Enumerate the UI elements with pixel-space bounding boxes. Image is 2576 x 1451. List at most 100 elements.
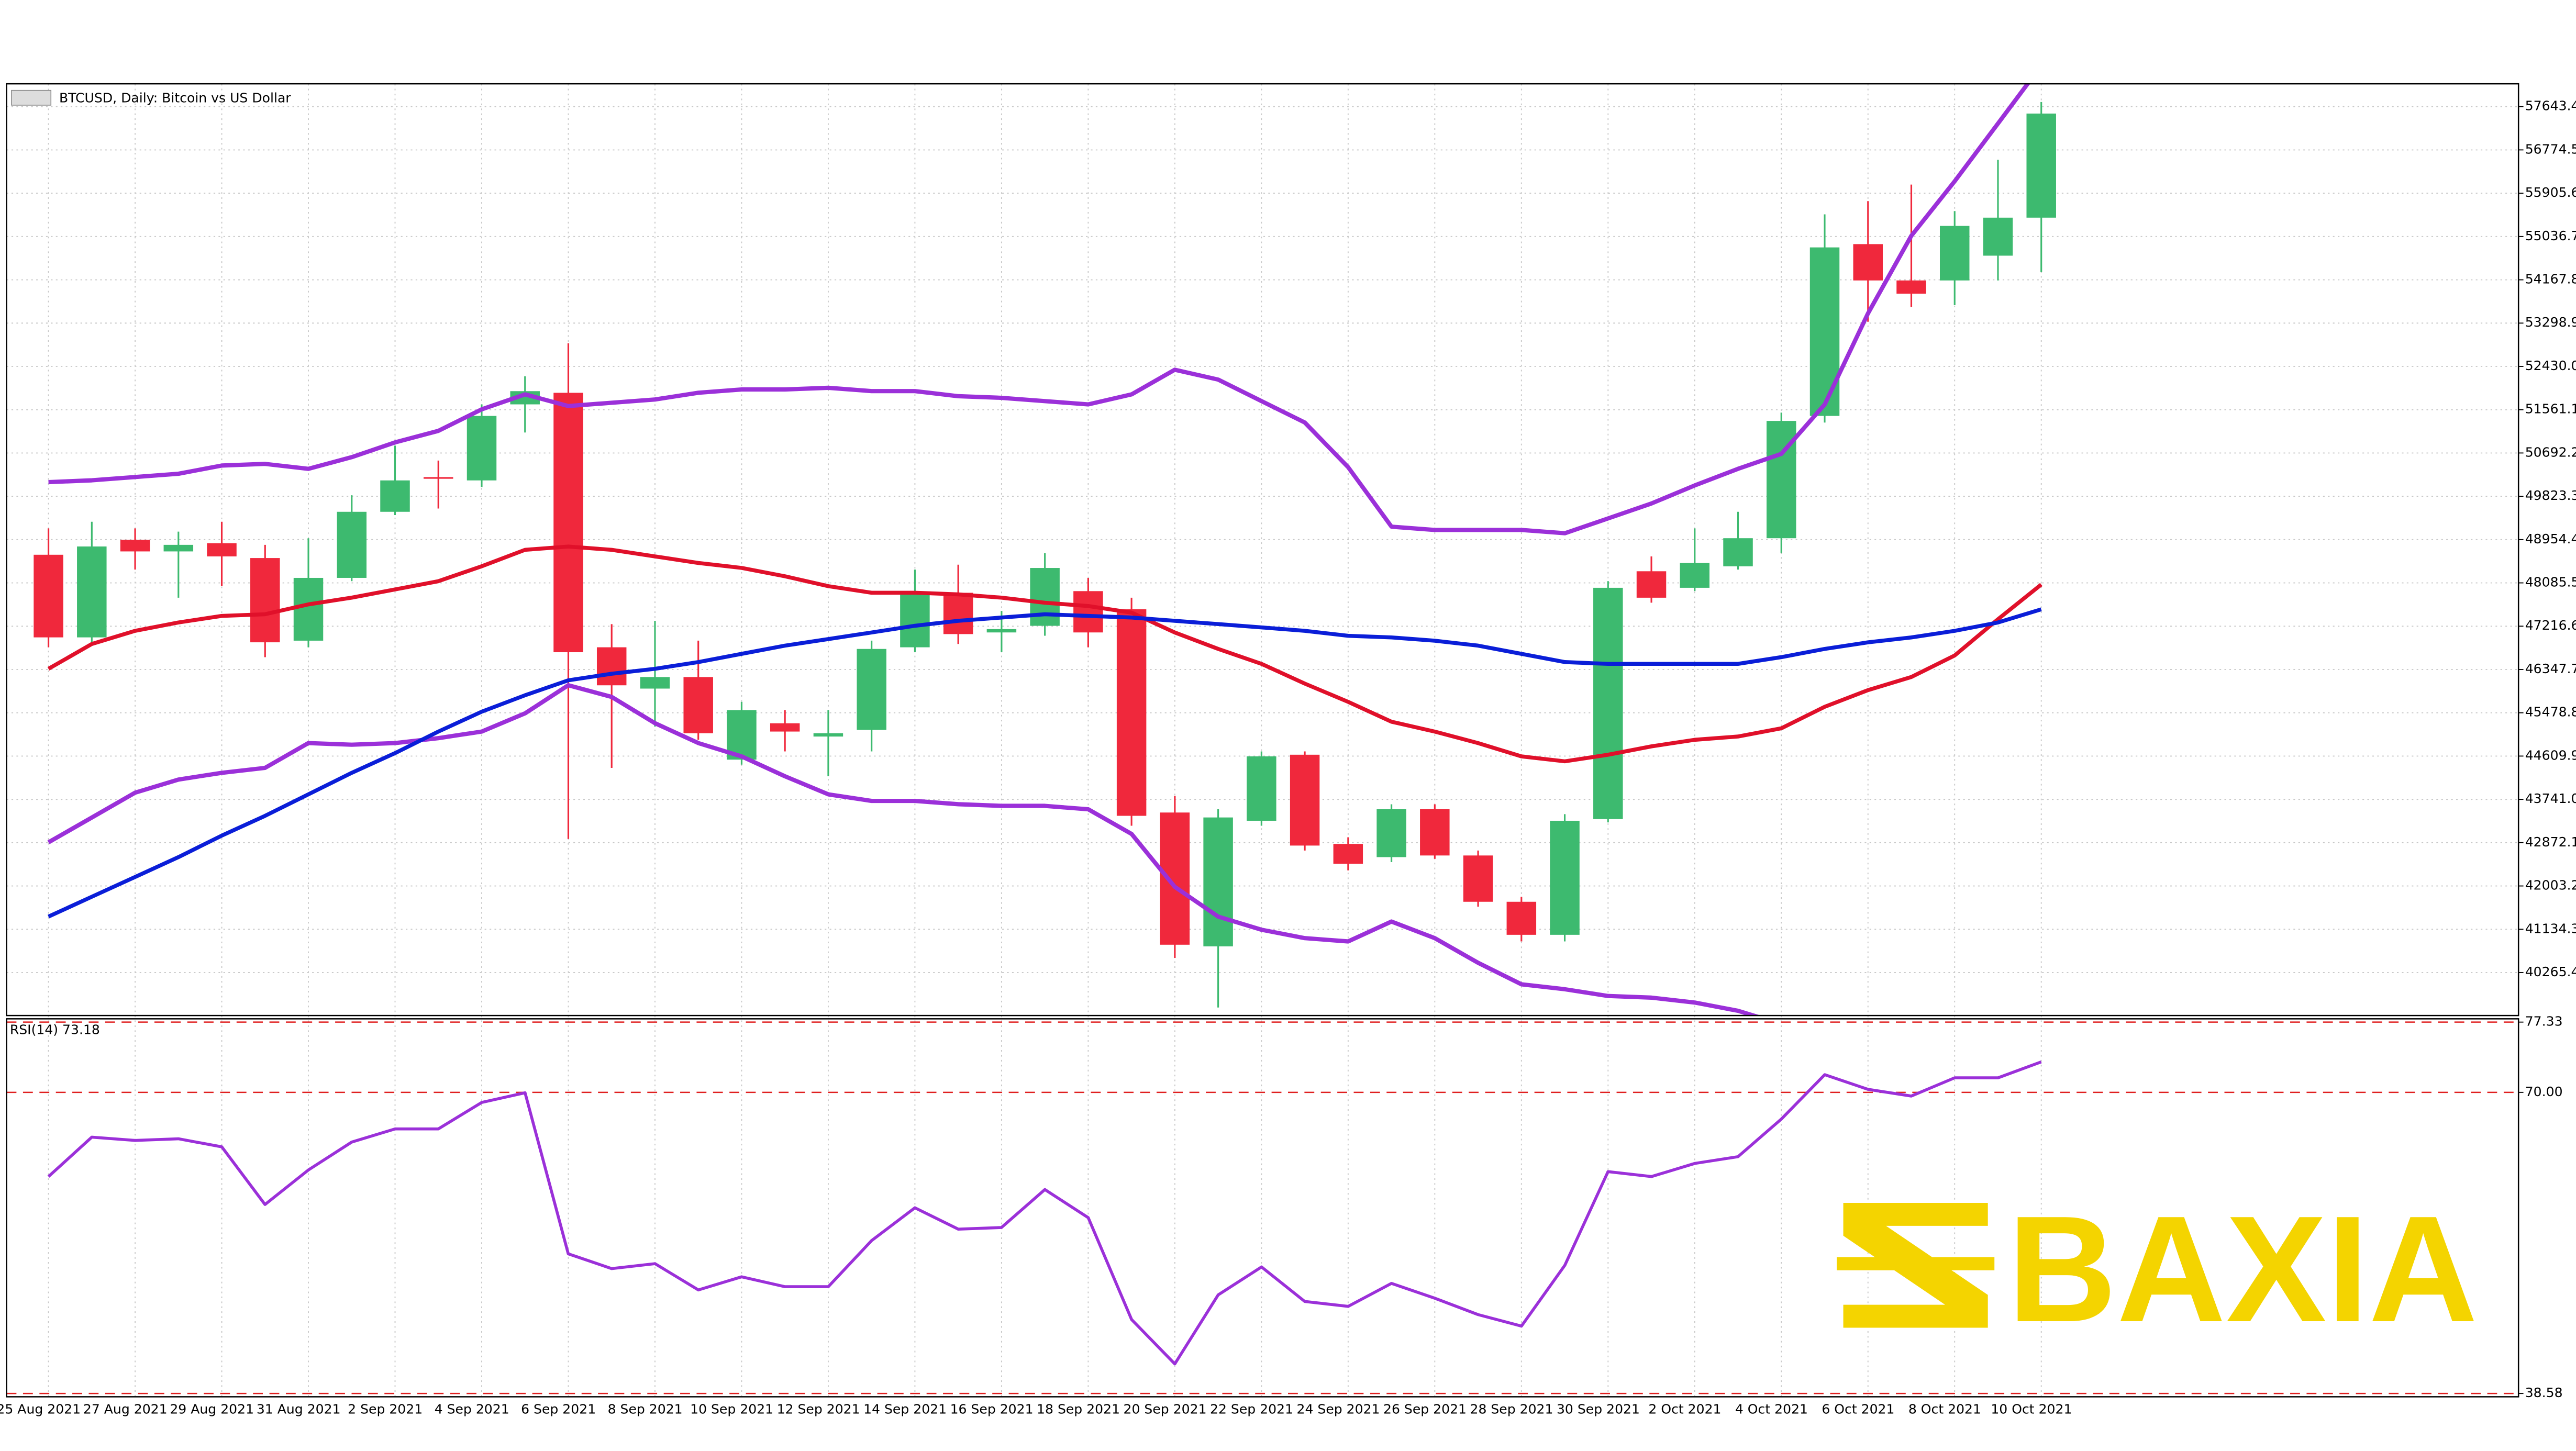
y-tick-label: 48085.50: [2525, 575, 2576, 590]
x-tick-label: 29 Aug 2021: [170, 1402, 254, 1417]
indicator-line: [48, 84, 2030, 535]
axes: BTCUSD, Daily: Bitcoin vs US Dollar RSI(…: [0, 83, 2576, 1417]
candle-body: [1593, 587, 1623, 819]
candle-body: [34, 554, 63, 638]
x-tick-label: 10 Oct 2021: [1991, 1402, 2072, 1417]
y-tick-label: 49823.30: [2525, 488, 2576, 503]
candle-body: [467, 416, 497, 481]
x-tick-label: 20 Sep 2021: [1124, 1402, 1207, 1417]
x-tick-label: 2 Sep 2021: [348, 1402, 423, 1417]
candle-body: [640, 677, 670, 689]
x-tick-label: 18 Sep 2021: [1037, 1402, 1120, 1417]
candle-body: [770, 723, 800, 732]
x-tick-label: 4 Oct 2021: [1735, 1402, 1808, 1417]
y-tick-label: 44609.90: [2525, 747, 2576, 763]
candle-body: [1809, 247, 1840, 416]
candle-body: [120, 540, 150, 552]
x-tick-label: 12 Sep 2021: [777, 1402, 860, 1417]
price-pane: [34, 84, 2056, 1016]
y-tick-label: 55905.60: [2525, 185, 2576, 200]
candle-body: [813, 733, 843, 737]
logo-bar: [1837, 1257, 1995, 1270]
x-tick-label: 2 Oct 2021: [1648, 1402, 1721, 1417]
candle-body: [857, 649, 886, 730]
candle-body: [1420, 809, 1450, 856]
chart-title: BTCUSD, Daily: Bitcoin vs US Dollar: [59, 90, 291, 105]
candle-body: [900, 594, 930, 648]
x-tick-label: 28 Sep 2021: [1470, 1402, 1553, 1417]
y-tick-label: 40265.40: [2525, 964, 2576, 979]
x-tick-label: 10 Sep 2021: [690, 1402, 773, 1417]
candle-body: [250, 558, 280, 643]
y-tick-label: 53298.90: [2525, 315, 2576, 330]
candle-body: [337, 511, 367, 578]
candle-body: [1030, 568, 1060, 626]
candle-body: [1160, 812, 1190, 945]
x-tick-label: 22 Sep 2021: [1210, 1402, 1293, 1417]
candle-body: [1506, 901, 1537, 935]
y-tick-label: 54167.80: [2525, 272, 2576, 287]
y-tick-label: 45478.80: [2525, 705, 2576, 720]
y-tick-label: 42003.20: [2525, 878, 2576, 893]
candle-body: [207, 543, 237, 556]
candle-body: [1290, 754, 1320, 846]
candle-body: [1247, 756, 1276, 821]
indicator-line: [47, 607, 2042, 919]
candle-body: [1116, 609, 1147, 816]
y-tick-label: 48954.40: [2525, 531, 2576, 546]
x-tick-label: 24 Sep 2021: [1297, 1402, 1380, 1417]
x-tick-label: 16 Sep 2021: [950, 1402, 1034, 1417]
x-tick-label: 31 Aug 2021: [257, 1402, 341, 1417]
candle-body: [683, 677, 713, 733]
candle-body: [1723, 538, 1753, 566]
rsi-title: RSI(14) 73.18: [10, 1022, 100, 1037]
y-tick-label: 70.00: [2525, 1084, 2563, 1099]
y-tick-label: 55036.70: [2525, 228, 2576, 243]
candle-body: [1896, 280, 1926, 294]
candle-body: [1376, 809, 1406, 857]
candle-body: [1636, 571, 1667, 598]
candle-body: [1463, 855, 1493, 902]
candle-body: [77, 546, 107, 638]
y-tick-label: 77.33: [2525, 1014, 2563, 1029]
candle-body: [1203, 817, 1233, 946]
x-tick-label: 8 Oct 2021: [1908, 1402, 1981, 1417]
candle-body: [943, 593, 973, 634]
candle-body: [1073, 591, 1103, 633]
x-tick-label: 26 Sep 2021: [1383, 1402, 1467, 1417]
y-tick-label: 43741.00: [2525, 791, 2576, 806]
x-tick-label: 6 Oct 2021: [1822, 1402, 1894, 1417]
candle-body: [380, 480, 410, 512]
y-tick-label: 56774.50: [2525, 141, 2576, 157]
indicator-line: [47, 683, 1761, 1016]
candle-body: [1939, 226, 1970, 281]
candle-body: [1983, 217, 2013, 256]
candle-body: [1853, 244, 1883, 281]
candle-body: [1550, 820, 1580, 935]
candle-body: [986, 629, 1017, 633]
y-tick-label: 51561.10: [2525, 401, 2576, 417]
watermark: BAXIA: [1837, 1185, 2478, 1354]
y-tick-label: 52430.00: [2525, 358, 2576, 373]
x-tick-label: 4 Sep 2021: [435, 1402, 509, 1417]
x-tick-label: 27 Aug 2021: [83, 1402, 168, 1417]
y-tick-label: 46347.70: [2525, 661, 2576, 676]
y-tick-label: 50692.20: [2525, 444, 2576, 460]
y-tick-label: 42872.10: [2525, 834, 2576, 850]
x-tick-label: 30 Sep 2021: [1557, 1402, 1640, 1417]
x-tick-label: 6 Sep 2021: [521, 1402, 596, 1417]
symbol-icon: [11, 90, 52, 106]
indicator-line: [47, 544, 2043, 764]
y-tick-label: 57643.40: [2525, 98, 2576, 114]
rsi-frame: [6, 1018, 2519, 1398]
candle-body: [596, 647, 627, 686]
candle-body: [1333, 844, 1363, 864]
y-tick-label: 47216.60: [2525, 618, 2576, 633]
candle-body: [1767, 421, 1796, 539]
x-tick-label: 25 Aug 2021: [0, 1402, 81, 1417]
x-tick-label: 8 Sep 2021: [608, 1402, 683, 1417]
x-tick-label: 14 Sep 2021: [863, 1402, 947, 1417]
